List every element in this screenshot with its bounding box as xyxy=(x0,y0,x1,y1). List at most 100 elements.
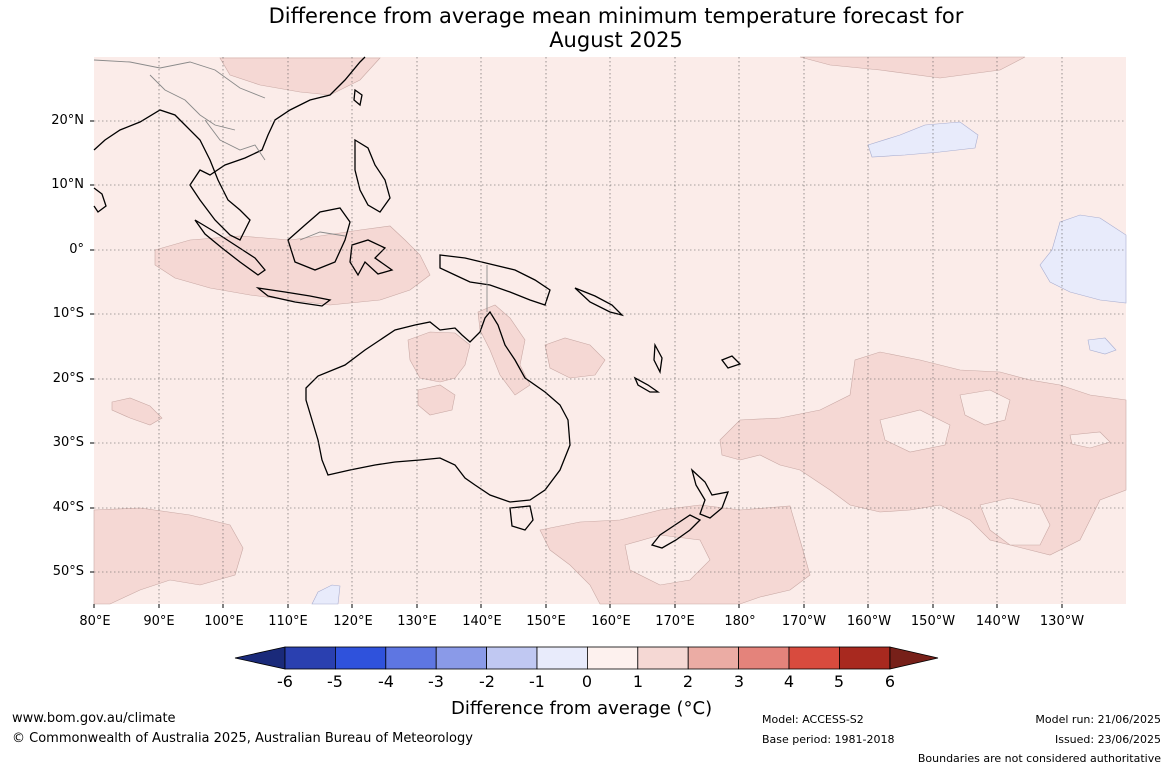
copyright-text: © Commonwealth of Australia 2025, Austra… xyxy=(12,731,473,746)
colorbar-bin-3 xyxy=(738,646,790,670)
lat-label-0: 0° xyxy=(69,242,84,257)
title-line-1: Difference from average mean minimum tem… xyxy=(268,4,964,28)
colorbar-bin--2 xyxy=(486,646,538,670)
colorbar-extend-high xyxy=(889,646,939,670)
borneo-coast xyxy=(287,207,351,271)
colorbar-tick: 0 xyxy=(581,672,593,691)
colorbar-tick: 1 xyxy=(632,672,644,691)
colorbar-bin--6 xyxy=(284,646,336,670)
lon-label-180: 180° xyxy=(724,614,756,629)
disclaimer-text: Boundaries are not considered authoritat… xyxy=(917,752,1161,765)
cool-region-north-pacific xyxy=(867,121,979,158)
anomaly-region-coral-sea xyxy=(477,304,531,396)
base-period-text: Base period: 1981-2018 xyxy=(762,733,895,746)
lat-label-40S: 40°S xyxy=(52,500,84,515)
lon-label-130E: 130°E xyxy=(397,614,437,629)
lat-label-20S: 20°S xyxy=(52,371,84,386)
lon-label-90E: 90°E xyxy=(143,614,175,629)
colorbar-tick: -6 xyxy=(277,672,293,691)
new-zealand-south-coast xyxy=(650,514,702,549)
colorbar-bin--5 xyxy=(334,646,387,670)
lon-label-80E: 80°E xyxy=(79,614,111,629)
colorbar-bin--3 xyxy=(435,646,488,670)
solomon-coast xyxy=(574,287,625,317)
colorbar-bin-1 xyxy=(637,646,689,670)
hole-south-pacific-3 xyxy=(1069,431,1111,449)
lon-label-100E: 100°E xyxy=(204,614,244,629)
asia-mainland-coast xyxy=(93,56,366,241)
cool-anomaly-regions xyxy=(311,121,1127,605)
lon-label-170E: 170°E xyxy=(655,614,695,629)
new-guinea-coast xyxy=(439,254,551,306)
colorbar-bin--1 xyxy=(536,646,588,670)
anomaly-region-north-pacific xyxy=(799,56,1026,79)
lat-label-10N: 10°N xyxy=(51,177,84,192)
philippines-coast xyxy=(354,138,391,213)
taiwan-coast xyxy=(353,88,363,107)
lat-label-50S: 50°S xyxy=(52,564,84,579)
colorbar-bin-0 xyxy=(587,646,639,670)
anomaly-region-w-australia xyxy=(417,384,456,416)
map-ticks xyxy=(90,120,1063,608)
lon-label-160E: 160°E xyxy=(591,614,631,629)
new-caledonia-coast xyxy=(633,376,661,393)
hole-south-pacific-4 xyxy=(979,497,1051,546)
colorbar-tick: 5 xyxy=(833,672,845,691)
chart-title: Difference from average mean minimum tem… xyxy=(0,4,1173,52)
java-coast xyxy=(255,287,332,307)
colorbar-tick: -1 xyxy=(529,672,545,691)
colorbar-bin-2 xyxy=(687,646,740,670)
anomaly-region-indonesia xyxy=(154,225,431,306)
coastlines xyxy=(93,56,742,549)
lat-label-30S: 30°S xyxy=(52,435,84,450)
sri-lanka-coast xyxy=(93,187,107,213)
lat-label-20N: 20°N xyxy=(51,113,84,128)
lon-label-170W: 170°W xyxy=(781,614,827,629)
lon-label-140E: 140°E xyxy=(462,614,502,629)
colorbar-bin-5 xyxy=(839,646,891,670)
border-borneo xyxy=(299,231,346,241)
colorbar-tick: 2 xyxy=(682,672,694,691)
lon-label-120E: 120°E xyxy=(333,614,373,629)
lon-label-130W: 130°W xyxy=(1039,614,1085,629)
lon-label-140W: 140°W xyxy=(975,614,1021,629)
cool-region-southwest xyxy=(311,584,341,605)
lat-label-10S: 10°S xyxy=(52,306,84,321)
tasmania-coast xyxy=(509,505,534,531)
colorbar-label: Difference from average (°C) xyxy=(451,698,713,719)
cool-region-east-pacific xyxy=(1039,214,1127,304)
colorbar-tick: 6 xyxy=(884,672,896,691)
colorbar-bin-4 xyxy=(788,646,840,670)
colorbar-tick: -4 xyxy=(378,672,394,691)
lon-label-110E: 110°E xyxy=(268,614,308,629)
anomaly-region-sw xyxy=(93,507,244,605)
anomaly-region-solomon xyxy=(544,337,606,379)
colorbar-tick: -3 xyxy=(428,672,444,691)
cool-region-small xyxy=(1087,337,1117,355)
model-run-text: Model run: 21/06/2025 xyxy=(1035,713,1161,726)
graticule xyxy=(94,57,1126,604)
lon-label-150W: 150°W xyxy=(910,614,956,629)
website-link[interactable]: www.bom.gov.au/climate xyxy=(12,711,176,726)
neutral-holes xyxy=(624,389,1111,586)
vanuatu-coast xyxy=(653,342,663,375)
sumatra-coast xyxy=(194,219,266,276)
issued-text: Issued: 23/06/2025 xyxy=(1054,733,1161,746)
border-indochina-1 xyxy=(149,74,236,131)
border-china xyxy=(93,59,266,99)
country-borders xyxy=(93,59,488,312)
anomaly-region-west-small xyxy=(111,397,163,426)
colorbar-tick: 3 xyxy=(733,672,745,691)
hole-south-pacific-2 xyxy=(879,409,951,453)
australia-coast xyxy=(305,310,571,503)
colorbar-tick: 4 xyxy=(783,672,795,691)
hole-south-pacific-1 xyxy=(959,389,1011,426)
fiji-coast xyxy=(720,355,742,369)
colorbar-tick: -5 xyxy=(327,672,343,691)
colorbar xyxy=(234,646,939,670)
title-line-2: August 2025 xyxy=(549,28,683,52)
new-zealand-north-coast xyxy=(690,468,730,519)
border-indochina-2 xyxy=(204,119,266,161)
colorbar-extend-low xyxy=(234,646,286,670)
